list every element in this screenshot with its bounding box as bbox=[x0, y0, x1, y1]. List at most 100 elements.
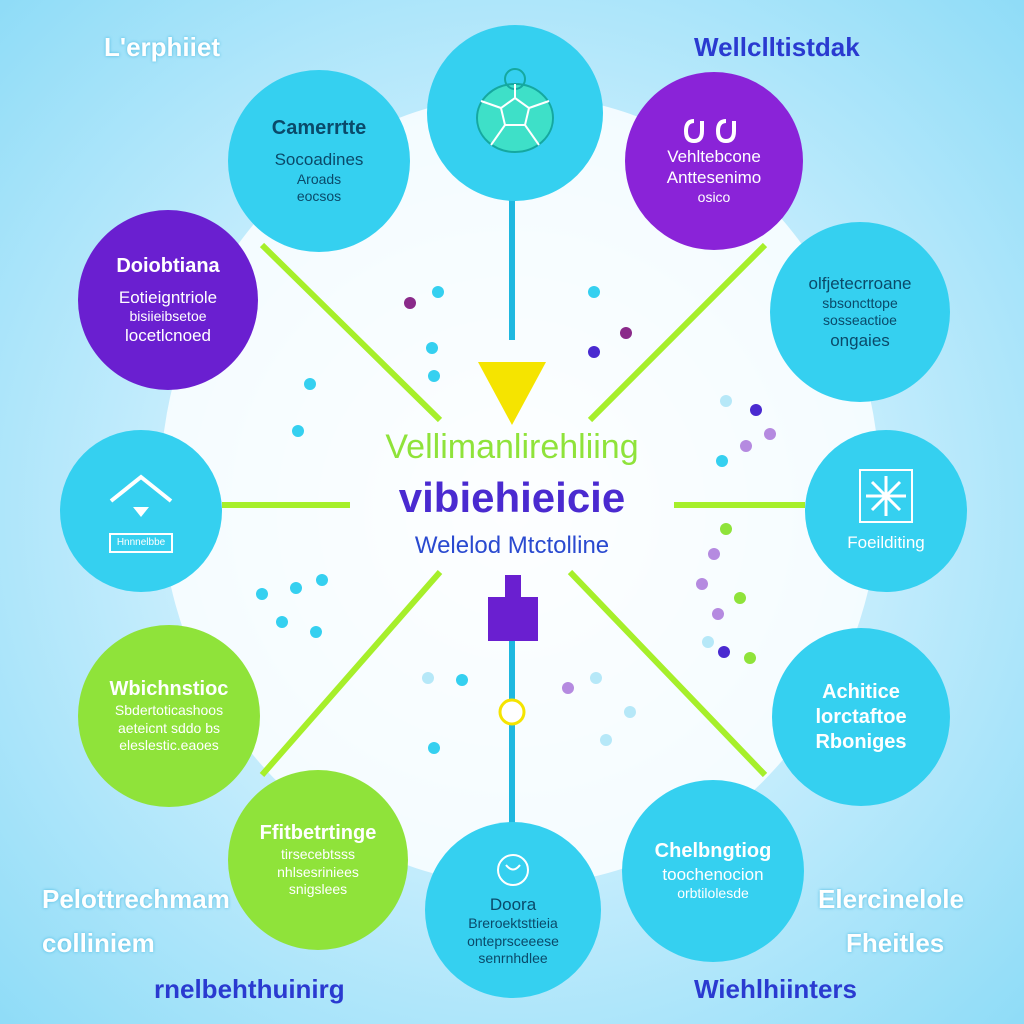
decor-dot bbox=[764, 428, 776, 440]
decor-dot bbox=[740, 440, 752, 452]
connector-lower-left bbox=[259, 570, 443, 777]
node-top-left-title: Camerrtte bbox=[271, 117, 367, 140]
decor-dot bbox=[432, 286, 444, 298]
decor-dot bbox=[404, 297, 416, 309]
node-bottom-right-title: Chelbngtiog bbox=[654, 840, 772, 863]
connector-upper-left bbox=[259, 242, 443, 423]
decor-dot bbox=[562, 682, 574, 694]
corner-label-bottom-right-2: Fheitles bbox=[846, 928, 945, 958]
decor-dot bbox=[590, 672, 602, 684]
decor-dot bbox=[290, 582, 302, 594]
plug-stem-icon bbox=[505, 575, 521, 599]
node-right-lower[interactable]: Achitice lorctaftoe Rboniges bbox=[772, 628, 950, 806]
decor-dot bbox=[316, 574, 328, 586]
node-right-middle-caption: Foeilditing bbox=[847, 533, 925, 553]
node-top-right[interactable]: Vehltebcone Anttesenimo osico bbox=[625, 72, 803, 250]
corner-label-bottom-left-1: Pelottrechmam bbox=[42, 884, 230, 914]
node-top-left-line-3: Aroads bbox=[296, 170, 342, 187]
decor-dot bbox=[734, 592, 746, 604]
node-right-lower-line-2: lorctaftoe bbox=[815, 705, 907, 728]
node-bottom-left-line-4: snigslees bbox=[288, 881, 348, 898]
decor-dot bbox=[624, 706, 636, 718]
decor-dot bbox=[702, 636, 714, 648]
decor-dot bbox=[712, 608, 724, 620]
decor-dot bbox=[292, 425, 304, 437]
decor-dot bbox=[456, 674, 468, 686]
node-top-left-line-4: eocsos bbox=[296, 188, 342, 205]
decor-dot bbox=[718, 646, 730, 658]
corner-label-bottom-right-1: Elercinelole bbox=[818, 884, 964, 914]
leaf-icon bbox=[497, 854, 529, 887]
node-right-upper-line-3: sosseactioe bbox=[823, 312, 897, 328]
node-right-lower-title: Achitice bbox=[822, 680, 900, 703]
decor-dot bbox=[428, 742, 440, 754]
decor-dot bbox=[708, 548, 720, 560]
node-top-left[interactable]: Camerrtte Socoadines Aroads eocsos bbox=[228, 70, 410, 252]
node-right-upper-title: olfjetecrroane bbox=[808, 274, 912, 294]
node-bottom-center-line-4: senrnhdlee bbox=[478, 950, 548, 967]
corner-label-bottom-right-3: Wiehlhiinters bbox=[694, 974, 858, 1004]
node-right-lower-line-3: Rboniges bbox=[815, 730, 907, 753]
decor-dot bbox=[588, 346, 600, 358]
node-top-center[interactable] bbox=[427, 25, 603, 201]
decor-dot bbox=[750, 404, 762, 416]
connector-lower-right bbox=[567, 569, 768, 778]
node-bottom-right-line-2: toochenocion bbox=[662, 865, 764, 885]
center-title: Vellimanlirehliing bbox=[385, 428, 639, 466]
node-left-upper[interactable]: Doiobtiana Eotieigntriole bisiieibsetoe … bbox=[78, 210, 258, 390]
plug-icon bbox=[488, 597, 538, 641]
node-right-upper[interactable]: olfjetecrroane sbsoncttope sosseactioe o… bbox=[770, 222, 950, 402]
node-left-upper-line-3: bisiieibsetoe bbox=[129, 307, 207, 324]
node-left-lower[interactable]: Wbichnstioc Sbdertoticashoos aeteicnt sd… bbox=[78, 625, 260, 807]
node-left-lower-line-2: Sbdertoticashoos bbox=[114, 702, 224, 719]
node-bottom-center[interactable]: Doora Breroektsttieia onteprsceeese senr… bbox=[425, 822, 601, 998]
decor-dot bbox=[426, 342, 438, 354]
node-bottom-left-line-2: tirsecebtsss bbox=[281, 846, 355, 863]
node-top-right-title: Vehltebcone bbox=[667, 147, 761, 166]
decor-dot bbox=[256, 588, 268, 600]
corner-label-bottom-left-2: colliniem bbox=[42, 928, 155, 958]
corner-label-top-left: L'erphiiet bbox=[104, 32, 220, 62]
center-heading: vibiehieicie bbox=[398, 474, 626, 521]
decor-dot bbox=[276, 616, 288, 628]
node-bottom-left[interactable]: Ffitbetrtinge tirsecebtsss nhlsesriniees… bbox=[228, 770, 408, 950]
decor-dot bbox=[696, 578, 708, 590]
decor-dot bbox=[428, 370, 440, 382]
node-left-upper-line-2: Eotieigntriole bbox=[118, 287, 218, 307]
decor-dot bbox=[720, 523, 732, 535]
decor-dot bbox=[720, 395, 732, 407]
junction-ring-icon bbox=[498, 698, 526, 726]
decor-dot bbox=[620, 327, 632, 339]
node-top-right-line-3: osico bbox=[697, 188, 731, 205]
decor-dot bbox=[422, 672, 434, 684]
node-left-lower-line-4: eleslestic.eaoes bbox=[119, 737, 219, 754]
house-roof-icon bbox=[109, 474, 173, 517]
node-top-left-line-2: Socoadines bbox=[274, 150, 364, 170]
node-top-right-line-2: Anttesenimo bbox=[666, 168, 762, 188]
node-left-upper-line-4: locetlcnoed bbox=[124, 326, 211, 346]
node-left-middle[interactable]: Hnnnelbbe bbox=[60, 430, 222, 592]
node-bottom-center-line-3: onteprsceeese bbox=[467, 932, 559, 949]
node-bottom-right[interactable]: Chelbngtiog toochenocion orbtilolesde bbox=[622, 780, 804, 962]
center-subtitle: Welelod Mtctolline bbox=[414, 532, 610, 559]
node-right-middle[interactable]: Foeilditing bbox=[805, 430, 967, 592]
down-arrow-icon bbox=[478, 362, 546, 425]
node-bottom-center-line-2: Breroektsttieia bbox=[468, 915, 558, 932]
decor-dot bbox=[304, 378, 316, 390]
turtle-icon bbox=[476, 68, 554, 153]
decor-dot bbox=[310, 626, 322, 638]
node-right-upper-line-4: ongaies bbox=[830, 330, 890, 350]
corner-label-top-right: Wellclltistdak bbox=[694, 32, 860, 62]
node-left-upper-title: Doiobtiana bbox=[116, 254, 220, 277]
decor-dot bbox=[600, 734, 612, 746]
node-left-lower-title: Wbichnstioc bbox=[109, 678, 229, 701]
corner-label-bottom-left-3: rnelbehthuinirg bbox=[154, 974, 345, 1004]
node-bottom-right-line-3: orbtilolesde bbox=[677, 885, 749, 902]
node-bottom-center-title: Doora bbox=[489, 895, 537, 915]
decor-dot bbox=[716, 455, 728, 467]
node-right-upper-line-2: sbsoncttope bbox=[822, 294, 898, 311]
decor-dot bbox=[744, 652, 756, 664]
infinity-loop-icon bbox=[684, 119, 736, 144]
